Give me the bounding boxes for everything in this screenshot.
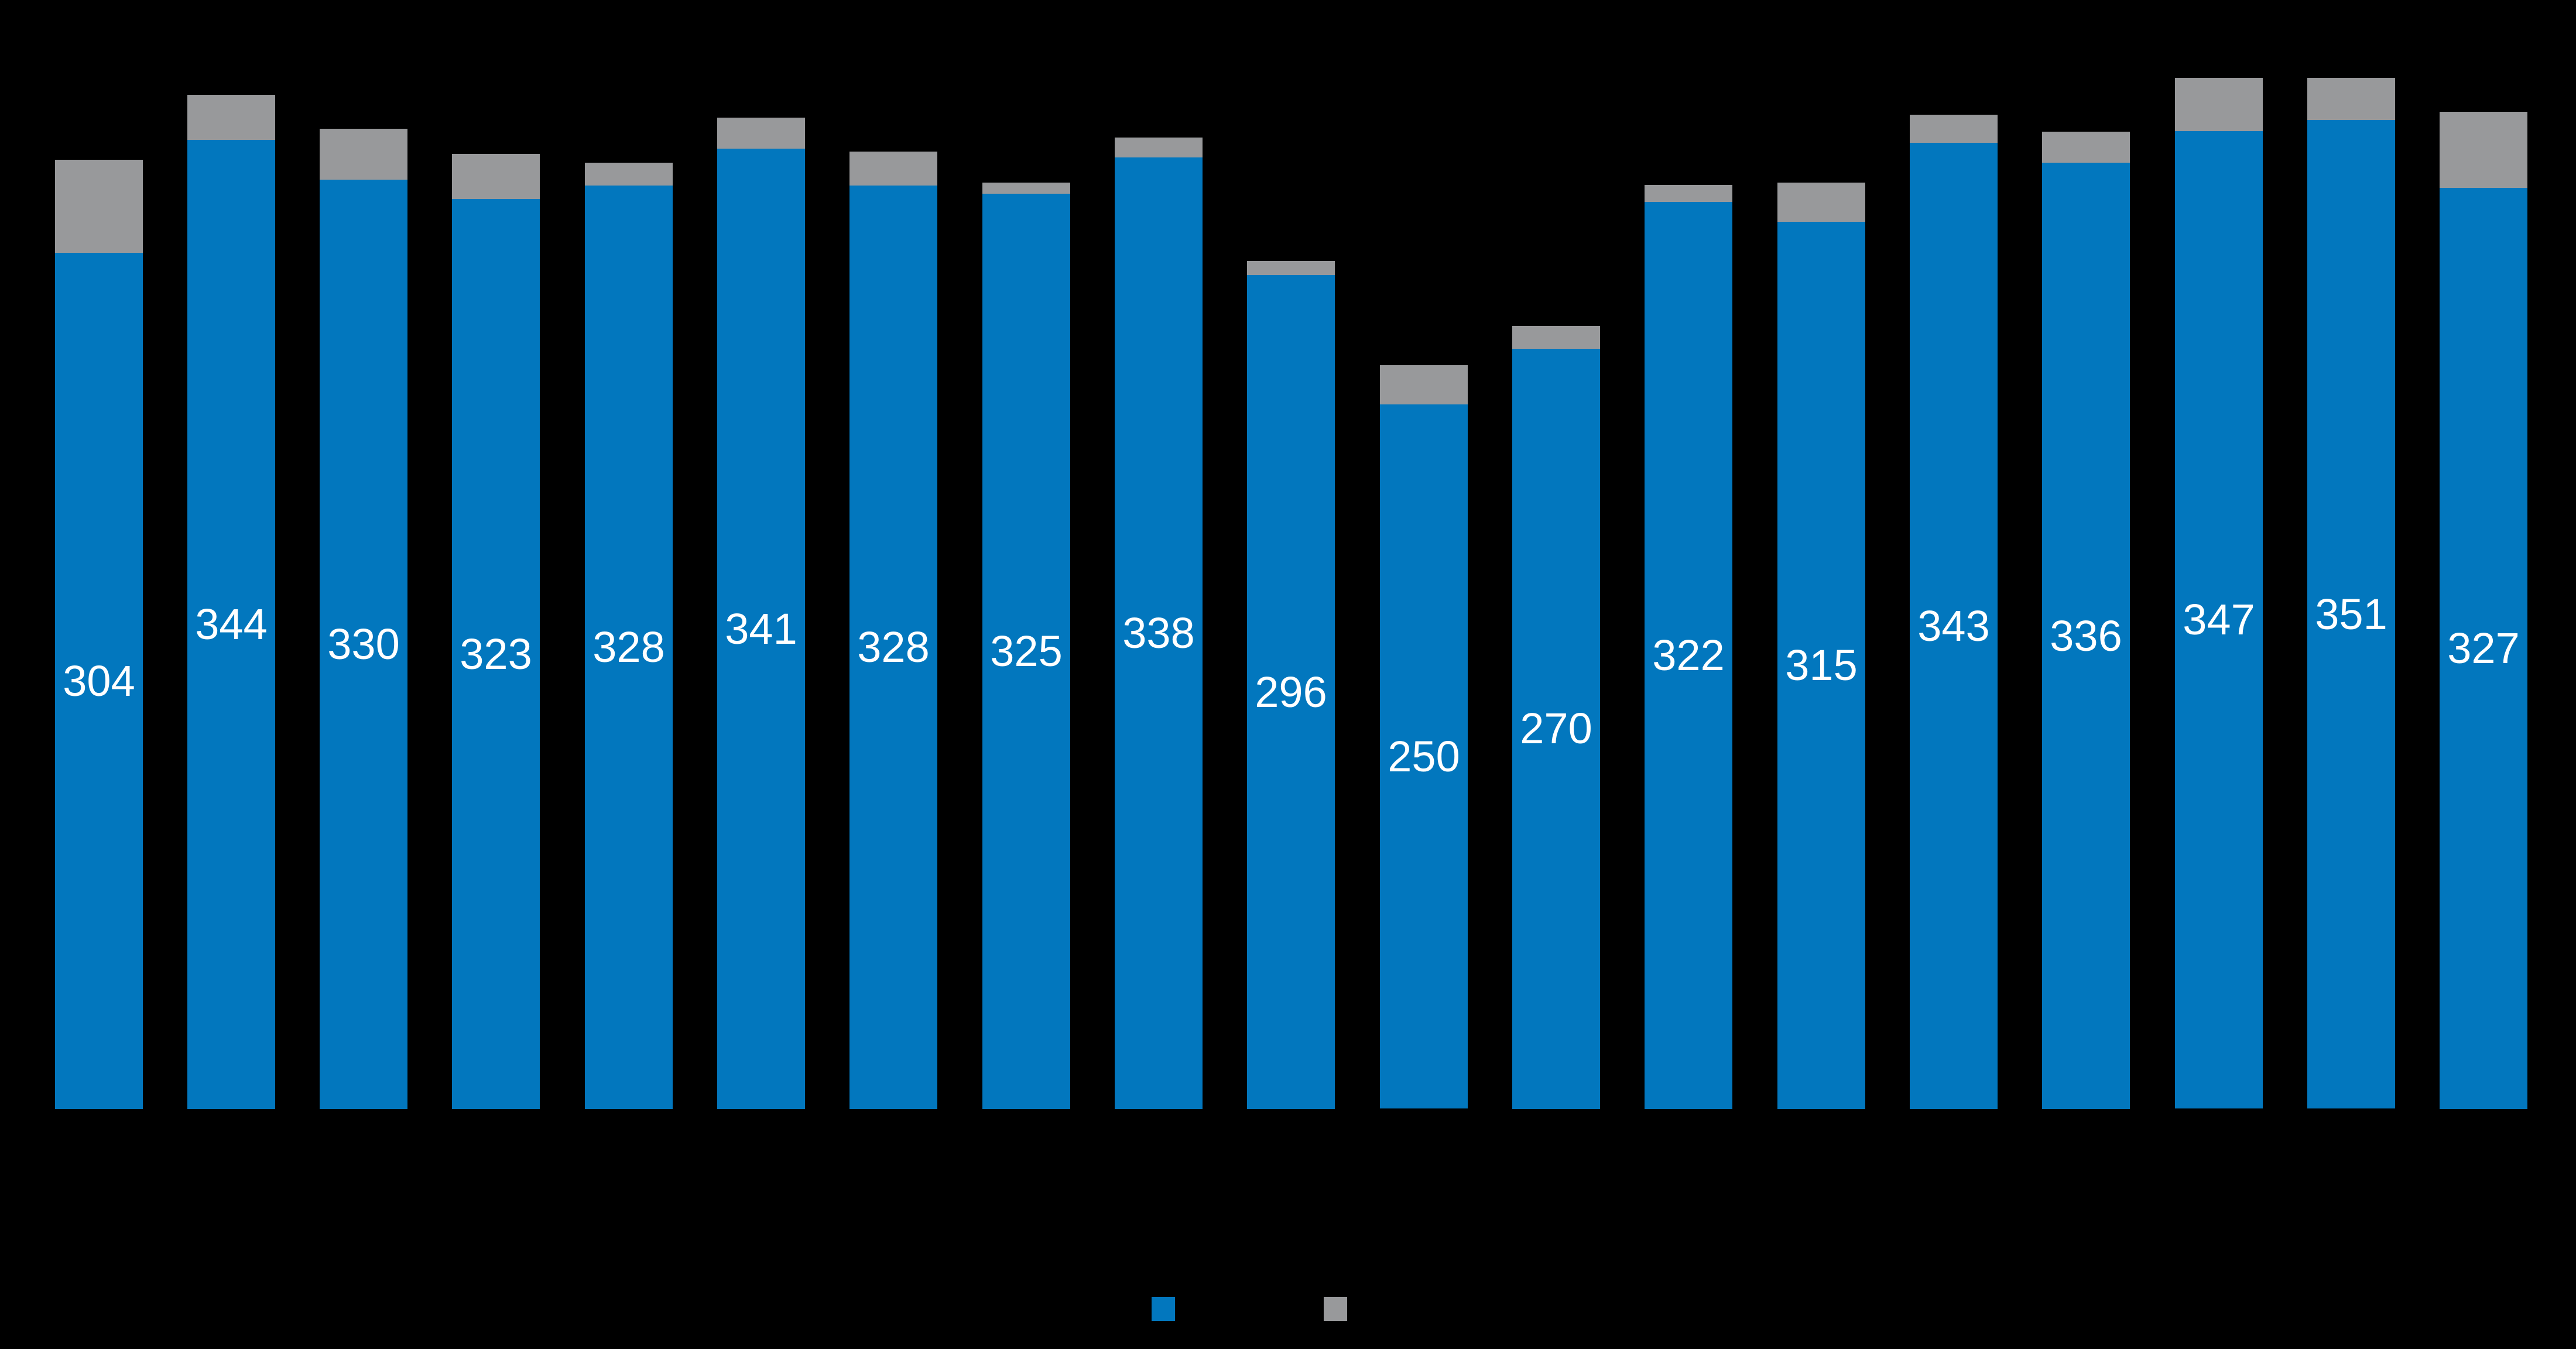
bar-value-label: 343: [1917, 601, 1990, 650]
bar-segment-gray: [1910, 115, 1998, 143]
bar-segment-blue: 327: [2440, 188, 2527, 1109]
bar-segment-blue: 336: [2042, 163, 2130, 1109]
bar-segment-gray: [187, 95, 275, 140]
bar-value-label: 323: [460, 629, 532, 678]
bar-value-label: 327: [2447, 624, 2520, 672]
bar-segment-gray: [585, 163, 673, 186]
bar-segment-gray: [717, 118, 805, 149]
bar: 336: [2042, 132, 2130, 1109]
bar-segment-blue: 304: [55, 253, 143, 1109]
bar-segment-blue: 344: [187, 140, 275, 1109]
bar: 328: [585, 163, 673, 1109]
bar-segment-blue: 338: [1115, 157, 1203, 1109]
bar-segment-gray: [2440, 112, 2527, 188]
bar-value-label: 328: [857, 622, 930, 671]
bar: 327: [2440, 112, 2527, 1109]
bar-segment-gray: [2175, 78, 2263, 131]
bar-value-label: 330: [327, 620, 400, 668]
bar-segment-gray: [982, 183, 1070, 194]
bar-segment-blue: 270: [1512, 348, 1600, 1109]
bar: 330: [320, 129, 407, 1109]
bar-segment-gray: [1115, 138, 1203, 157]
bar-segment-gray: [452, 154, 540, 199]
bar: 344: [187, 95, 275, 1109]
bar-segment-gray: [2307, 78, 2395, 120]
bar-value-label: 328: [592, 622, 665, 671]
bar: 250: [1380, 365, 1468, 1109]
bar: 323: [452, 154, 540, 1109]
bar-value-label: 338: [1122, 608, 1195, 657]
bar-segment-blue: 341: [717, 149, 805, 1109]
bar-segment-blue: 323: [452, 199, 540, 1109]
bar: 270: [1512, 326, 1600, 1109]
bar: 347: [2175, 78, 2263, 1109]
bar-value-label: 341: [725, 604, 797, 653]
legend-swatch-blue: [1152, 1297, 1175, 1321]
bar-value-label: 351: [2315, 589, 2387, 639]
bar-value-label: 344: [195, 600, 268, 648]
bar-value-label: 270: [1520, 704, 1592, 753]
bar: 322: [1645, 185, 1732, 1109]
bar-segment-blue: 250: [1380, 404, 1468, 1108]
bar-value-label: 336: [2050, 611, 2122, 660]
bar: 338: [1115, 138, 1203, 1109]
bar-segment-gray: [849, 152, 937, 186]
bar-segment-blue: 322: [1645, 202, 1732, 1109]
bar-segment-blue: 347: [2175, 131, 2263, 1108]
bar-segment-blue: 328: [849, 185, 937, 1109]
bar-segment-gray: [55, 160, 143, 253]
bar: 351: [2307, 78, 2395, 1109]
bar: 315: [1777, 183, 1865, 1109]
bar-segment-blue: 296: [1247, 275, 1335, 1109]
bar-value-label: 304: [63, 656, 135, 705]
bar-segment-blue: 343: [1910, 143, 1998, 1109]
bar-value-label: 347: [2183, 595, 2255, 644]
bar: 328: [849, 152, 937, 1109]
bar-segment-gray: [1777, 183, 1865, 222]
bar-value-label: 325: [990, 627, 1063, 675]
bar-segment-gray: [1247, 261, 1335, 275]
bar-segment-gray: [1380, 365, 1468, 404]
bar-segment-gray: [320, 129, 407, 180]
bar: 325: [982, 183, 1070, 1109]
bar-segment-blue: 315: [1777, 222, 1865, 1109]
bar-segment-blue: 330: [320, 180, 407, 1109]
bar-segment-gray: [2042, 132, 2130, 163]
bar: 341: [717, 118, 805, 1109]
bar-value-label: 296: [1255, 667, 1327, 716]
bar: 343: [1910, 115, 1998, 1109]
bar-value-label: 322: [1652, 631, 1725, 679]
bar-segment-blue: 351: [2307, 120, 2395, 1108]
legend-swatch-gray: [1324, 1297, 1347, 1321]
bar: 296: [1247, 261, 1335, 1109]
bar: 304: [55, 160, 143, 1109]
bar-segment-gray: [1645, 185, 1732, 202]
bar-segment-blue: 325: [982, 194, 1070, 1109]
bar-value-label: 250: [1388, 732, 1460, 781]
bar-segment-blue: 328: [585, 185, 673, 1109]
bar-value-label: 315: [1785, 641, 1858, 689]
bar-segment-gray: [1512, 326, 1600, 349]
